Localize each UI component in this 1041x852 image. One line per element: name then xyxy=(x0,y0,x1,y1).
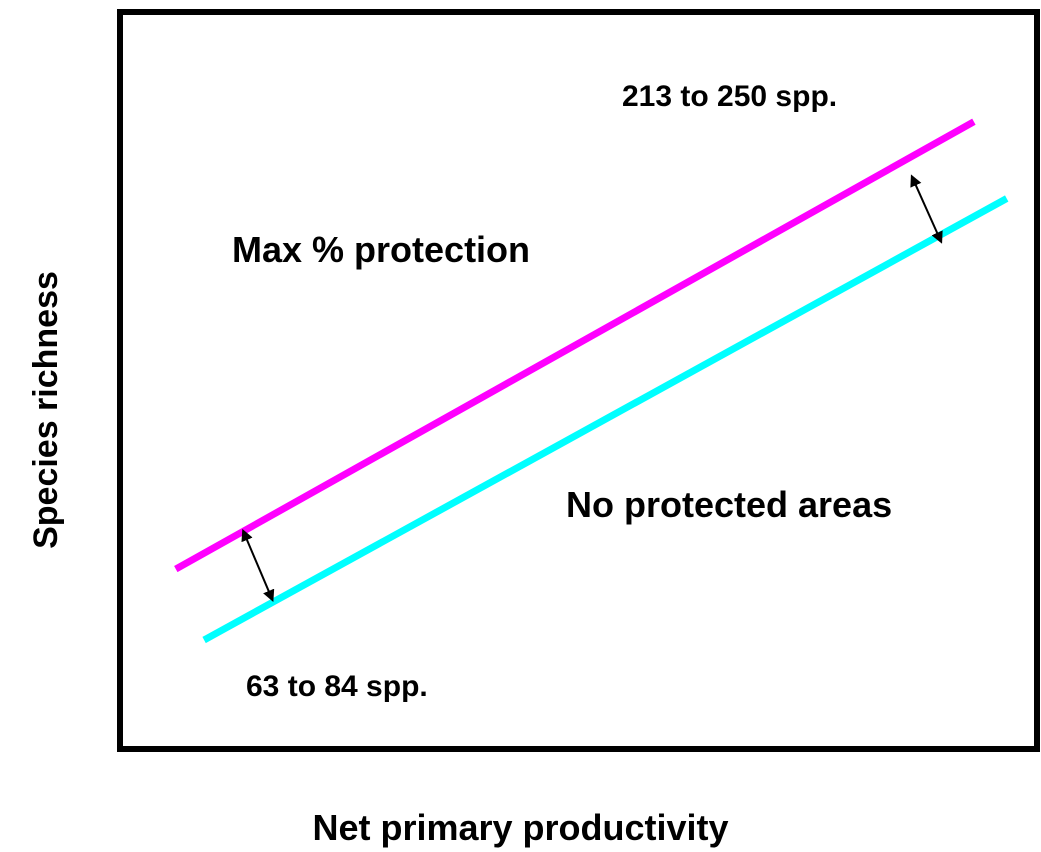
x-axis-label: Net primary productivity xyxy=(312,807,729,848)
y-axis-label: Species richness xyxy=(27,271,65,549)
double-arrow-bottom-range xyxy=(241,528,275,603)
series-label-no-protected-areas: No protected areas xyxy=(566,484,893,525)
series-label-max-protection: Max % protection xyxy=(232,229,531,270)
plot-frame xyxy=(117,9,1040,752)
annotation-bottom-range: 63 to 84 spp. xyxy=(246,670,428,703)
double-arrow-top-range xyxy=(910,174,943,244)
series-line-0 xyxy=(174,118,976,573)
arrow-layer xyxy=(241,174,943,603)
series-line-1 xyxy=(202,195,1009,644)
annotation-top-range: 213 to 250 spp. xyxy=(622,80,838,113)
series-layer xyxy=(174,118,1009,644)
